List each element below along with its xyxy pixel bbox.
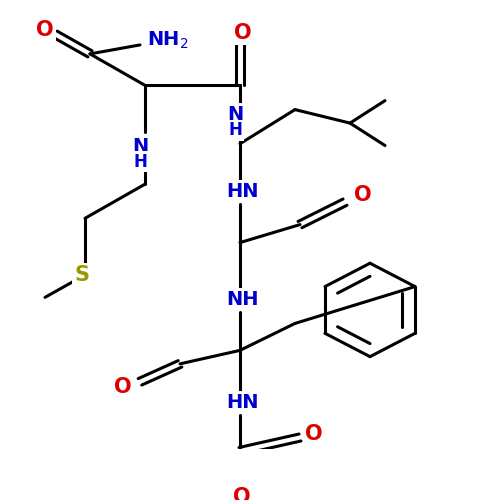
Text: H: H bbox=[228, 122, 242, 140]
Text: O: O bbox=[305, 424, 323, 444]
Text: NH$_2$: NH$_2$ bbox=[147, 30, 189, 51]
Text: HN: HN bbox=[227, 182, 259, 201]
Text: O: O bbox=[36, 20, 54, 40]
Text: H: H bbox=[133, 152, 147, 170]
Text: O: O bbox=[114, 377, 132, 397]
Text: NH: NH bbox=[227, 290, 259, 308]
Text: O: O bbox=[233, 487, 251, 500]
Text: S: S bbox=[74, 265, 90, 285]
Text: HN: HN bbox=[227, 393, 259, 412]
Text: N: N bbox=[132, 137, 148, 156]
Text: O: O bbox=[354, 185, 372, 205]
Text: N: N bbox=[227, 104, 243, 124]
Text: O: O bbox=[234, 23, 252, 43]
